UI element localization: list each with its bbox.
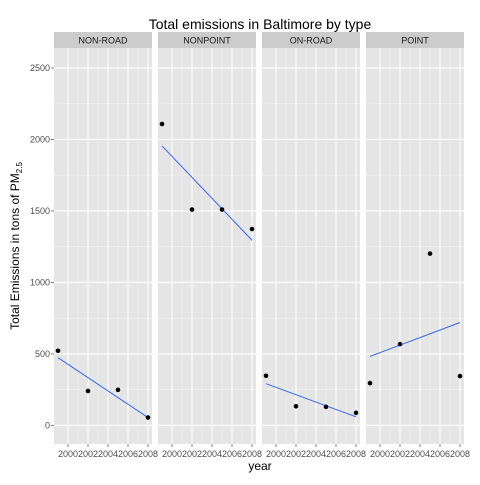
facet-plot-background <box>366 48 464 444</box>
x-tick-label: 2002 <box>286 449 306 459</box>
y-tick-label: 500 <box>35 349 50 359</box>
y-axis-title-main: Total Emissions in tons of PM <box>8 173 22 330</box>
data-point <box>219 207 225 212</box>
y-tick-label: 2000 <box>30 134 50 144</box>
data-point <box>55 348 61 354</box>
facet-strip-label: NON-ROAD <box>79 36 128 46</box>
y-tick-label: 1000 <box>30 277 50 287</box>
x-tick-label: 2008 <box>242 449 262 459</box>
facet-strip-label: POINT <box>401 36 429 46</box>
x-tick-label: 2008 <box>346 449 366 459</box>
y-axis-title-subscript: 2.5 <box>15 162 24 174</box>
data-point <box>293 403 299 409</box>
regression-line <box>265 383 357 418</box>
x-tick-label: 2000 <box>370 449 390 459</box>
data-point <box>427 251 433 256</box>
facet-strip-label: NONPOINT <box>183 36 231 46</box>
x-tick-label: 2006 <box>118 449 138 459</box>
facet-strip-label: ON-ROAD <box>290 36 333 46</box>
facet-strip <box>54 32 152 48</box>
data-point <box>397 341 403 347</box>
facet-plot-background <box>158 48 256 444</box>
y-tick-label: 1500 <box>30 206 50 216</box>
regression-line <box>57 357 149 418</box>
data-point <box>159 121 165 127</box>
x-tick-label: 2006 <box>430 449 450 459</box>
x-tick-label: 2006 <box>326 449 346 459</box>
data-point <box>367 380 373 386</box>
data-point <box>263 373 269 379</box>
x-tick-label: 2002 <box>78 449 98 459</box>
facet-panel-on-road: ON-ROAD 2000 2002 2004 2006 2008 <box>262 32 366 459</box>
x-tick-label: 2004 <box>98 449 118 459</box>
y-tick-label: 0 <box>45 420 50 430</box>
regression-line <box>161 145 253 241</box>
x-tick-label: 2002 <box>182 449 202 459</box>
y-axis-title: Total Emissions in tons of PM2.5 <box>8 162 24 330</box>
data-point <box>353 410 359 416</box>
facet-strip <box>366 32 464 48</box>
data-point <box>85 388 91 394</box>
x-tick-label: 2004 <box>306 449 326 459</box>
x-tick-label: 2008 <box>138 449 158 459</box>
data-point <box>249 226 255 232</box>
x-tick-label: 2004 <box>202 449 222 459</box>
data-point <box>189 207 195 212</box>
facet-panel-nonpoint: NONPOINT 2000 2002 2004 2006 2008 <box>158 32 262 459</box>
x-tick-label: 2000 <box>266 449 286 459</box>
x-tick-label: 2000 <box>58 449 78 459</box>
data-point <box>323 404 329 410</box>
y-tick-label: 2500 <box>30 63 50 73</box>
x-tick-label: 2008 <box>450 449 470 459</box>
data-point <box>145 415 151 420</box>
facet-plot-background <box>262 48 360 444</box>
x-axis-title: year <box>248 459 271 473</box>
facet-panel-point: POINT 2000 2002 2004 2006 2008 <box>366 32 470 459</box>
x-tick-label: 2004 <box>410 449 430 459</box>
facet-strip <box>158 32 256 48</box>
facet-panel-non-road: NON-ROAD 2000 2002 2004 2006 2008 <box>54 32 158 459</box>
regression-line <box>369 322 461 357</box>
data-point <box>115 387 121 393</box>
x-tick-label: 2000 <box>162 449 182 459</box>
x-tick-label: 2002 <box>390 449 410 459</box>
chart-title: Total emissions in Baltimore by type <box>149 16 372 32</box>
x-tick-label: 2006 <box>222 449 242 459</box>
facet-strip <box>262 32 360 48</box>
data-point <box>457 373 463 379</box>
facet-plot-background <box>54 48 152 444</box>
